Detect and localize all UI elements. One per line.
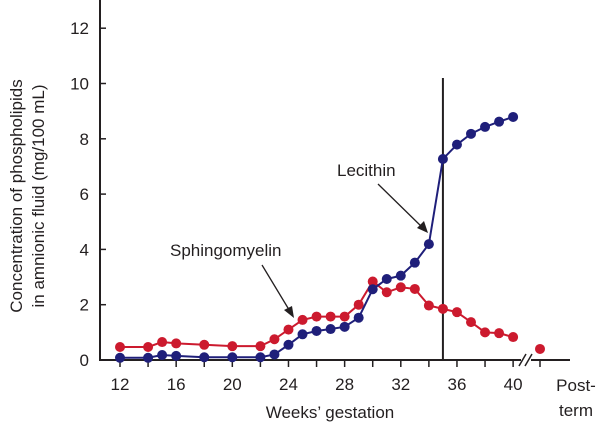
sphingomyelin-arrowhead <box>284 306 294 318</box>
lecithin-point <box>311 325 322 336</box>
x-tick-label: 20 <box>223 375 242 394</box>
x-tick-label: 12 <box>111 375 130 394</box>
lecithin-point <box>480 121 491 132</box>
y-axis-label-line2: in amnionic fluid (mg/100 mL) <box>29 85 48 308</box>
y-axis-label-line1: Concentration of phospholipids <box>7 79 26 312</box>
lecithin-point <box>494 116 505 127</box>
sphingomyelin-point <box>451 307 462 318</box>
sphingomyelin-point <box>339 311 350 322</box>
sphingomyelin-point <box>143 342 154 353</box>
y-tick-label: 6 <box>80 185 89 204</box>
y-tick-label: 0 <box>80 351 89 370</box>
sphingomyelin-point <box>283 324 294 335</box>
sphingomyelin-point <box>395 282 406 293</box>
lecithin-point <box>157 350 168 361</box>
sphingomyelin-point <box>157 337 168 348</box>
lecithin-point <box>409 257 420 268</box>
lecithin-point <box>283 339 294 350</box>
lecithin-point <box>451 139 462 150</box>
axes <box>99 0 570 367</box>
lecithin-point <box>466 128 476 139</box>
sphingomyelin-point <box>353 299 364 310</box>
lecithin-point <box>171 350 182 361</box>
lecithin-point <box>143 352 154 363</box>
lecithin-point <box>199 352 210 363</box>
y-tick-label: 4 <box>80 240 89 259</box>
series <box>115 111 545 363</box>
axis-break-mark <box>518 353 527 367</box>
lecithin-point <box>325 324 336 335</box>
sphingomyelin-point <box>437 303 448 314</box>
lecithin-point <box>508 111 519 122</box>
lecithin-point <box>255 352 266 363</box>
sphingomyelin-point <box>171 338 182 349</box>
lecithin-point <box>395 270 406 281</box>
lecithin-point <box>115 352 125 363</box>
lecithin-point <box>381 273 392 284</box>
lecithin-point <box>437 153 448 164</box>
lecithin-arrow <box>377 183 425 230</box>
sphingomyelin-point <box>494 328 505 339</box>
sphingomyelin-point <box>466 317 476 328</box>
lecithin-line <box>120 116 514 359</box>
sphingomyelin-point <box>423 300 434 311</box>
sphingomyelin-point <box>480 327 491 338</box>
lecithin-point <box>339 321 350 332</box>
y-tick-label: 12 <box>70 19 89 38</box>
sphingomyelin-point <box>199 339 210 350</box>
sphingomyelin-point <box>115 342 125 353</box>
x-tick-label: 36 <box>447 375 466 394</box>
lecithin-point <box>423 239 434 250</box>
post-term-label-line1: Post- <box>556 376 596 395</box>
lecithin-point <box>353 312 364 323</box>
x-tick-label: 28 <box>335 375 354 394</box>
sphingomyelin-point <box>409 283 420 294</box>
x-tick-label: 32 <box>391 375 410 394</box>
sphingomyelin-point <box>508 332 519 343</box>
lecithin-point <box>269 349 280 360</box>
sphingomyelin-point <box>255 341 266 352</box>
x-tick-label: 24 <box>279 375 298 394</box>
sphingomyelin-arrow <box>261 264 292 314</box>
lecithin-point <box>227 352 238 363</box>
sphingomyelin-point <box>297 314 308 325</box>
sphingomyelin-point <box>381 287 392 298</box>
sphingomyelin-post-term-point <box>535 343 545 354</box>
lecithin-annotation: Lecithin <box>337 161 396 180</box>
x-tick-label: 16 <box>167 375 186 394</box>
sphingomyelin-point <box>367 276 378 287</box>
x-axis-label: Weeks’ gestation <box>266 403 395 422</box>
x-tick-label: 40 <box>504 375 523 394</box>
y-tick-label: 8 <box>80 130 89 149</box>
lecithin-point <box>297 329 308 340</box>
y-tick-label: 2 <box>80 296 89 315</box>
sphingomyelin-point <box>325 311 336 322</box>
axis-break-mark <box>524 353 533 367</box>
sphingomyelin-point <box>269 334 280 345</box>
y-tick-label: 10 <box>70 75 89 94</box>
post-term-label-line2: term <box>559 401 593 420</box>
lecithin-point <box>367 284 378 295</box>
sphingomyelin-annotation: Sphingomyelin <box>170 241 282 260</box>
lecithin-arrowhead <box>417 221 428 233</box>
sphingomyelin-point <box>227 341 238 352</box>
sphingomyelin-point <box>311 311 322 322</box>
